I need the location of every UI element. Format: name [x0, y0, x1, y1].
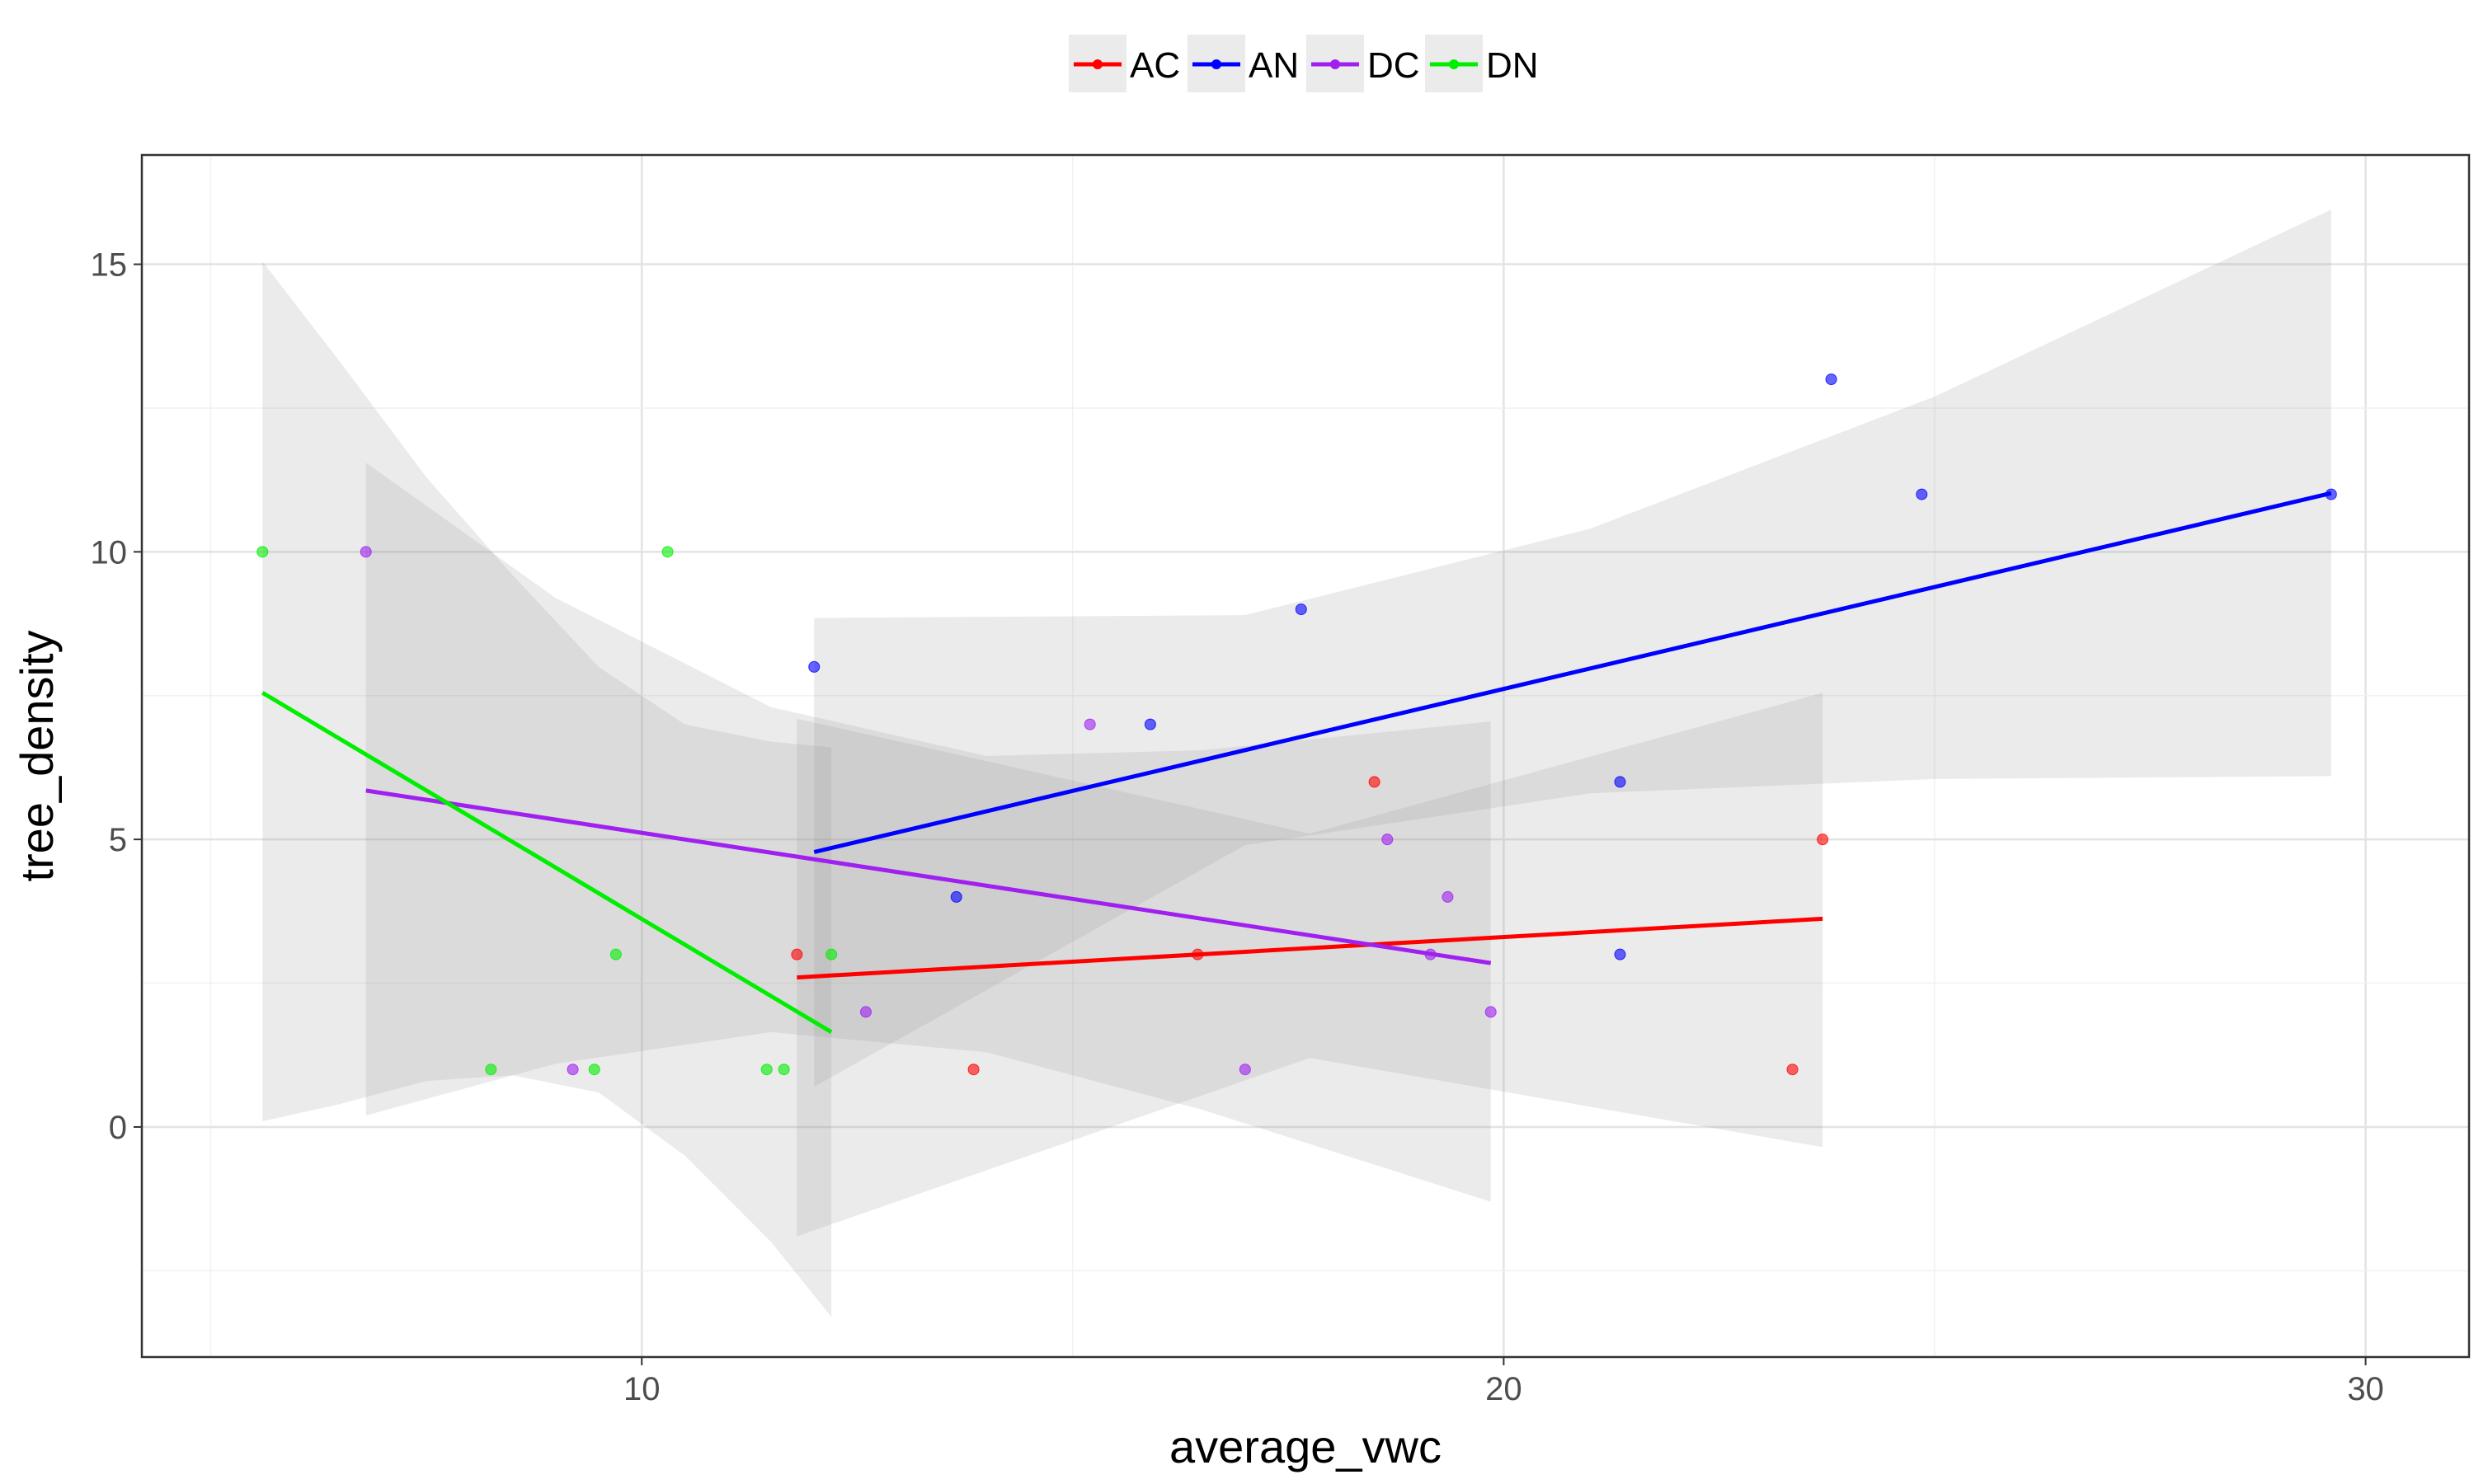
- data-point-dn: [588, 1064, 600, 1076]
- data-point-dc: [1381, 834, 1394, 846]
- data-point-ac: [967, 1064, 980, 1076]
- x-tick-label: 20: [1485, 1371, 1522, 1407]
- legend-item-dn: DN: [1425, 35, 1539, 92]
- data-point-ac: [1786, 1064, 1799, 1076]
- data-point-an: [1144, 718, 1156, 730]
- data-point-dn: [256, 546, 269, 558]
- panel-border: [140, 153, 2471, 1359]
- data-point-dn: [760, 1064, 773, 1076]
- confidence-band-dc: [365, 463, 1491, 1202]
- legend-label: DN: [1486, 45, 1539, 86]
- legend-label: AC: [1130, 45, 1180, 86]
- legend-item-ac: AC: [1069, 35, 1180, 92]
- y-tick-label: 5: [109, 822, 127, 858]
- data-point-dn: [661, 546, 674, 558]
- legend-item-an: AN: [1188, 35, 1299, 92]
- data-point-dn: [609, 948, 622, 960]
- x-tick-label: 30: [2347, 1371, 2384, 1407]
- fit-line-dn: [261, 691, 833, 1034]
- data-point-dn: [825, 948, 838, 960]
- data-point-an: [1614, 776, 1626, 788]
- confidence-band-an: [814, 209, 2331, 1087]
- data-point-dc: [567, 1064, 579, 1076]
- data-point-dn: [485, 1064, 497, 1076]
- fit-line-dc: [365, 788, 1492, 965]
- data-point-ac: [1368, 776, 1380, 788]
- data-point-dc: [1442, 890, 1454, 903]
- x-axis: 10 20 30: [623, 1357, 2384, 1407]
- fit-lines: [261, 491, 2332, 1034]
- fit-line-an: [813, 491, 2332, 854]
- data-points: [256, 373, 2337, 1076]
- data-point-dc: [1239, 1064, 1251, 1076]
- legend-label: AN: [1249, 45, 1299, 86]
- legend-key-point: [1093, 59, 1103, 69]
- legend-key-point: [1211, 59, 1221, 69]
- confidence-band-dn: [262, 261, 832, 1317]
- data-point-an: [1295, 603, 1307, 616]
- y-tick-label: 10: [91, 534, 128, 571]
- y-axis-title: tree_density: [11, 630, 63, 881]
- data-point-ac: [791, 948, 803, 960]
- data-point-dc: [1484, 1006, 1497, 1018]
- legend-label: DC: [1367, 45, 1420, 86]
- data-point-dc: [859, 1006, 872, 1018]
- data-point-dn: [778, 1064, 790, 1076]
- plot-area: [140, 153, 2471, 1359]
- x-tick-label: 10: [623, 1371, 661, 1407]
- panel-background: [142, 155, 2469, 1357]
- data-point-ac: [1817, 834, 1829, 846]
- legend: AC AN DC DN: [1069, 35, 1539, 92]
- fit-line-ac: [797, 916, 1823, 980]
- data-point-an: [1614, 948, 1626, 960]
- confidence-band-ac: [797, 693, 1823, 1237]
- data-point-an: [1825, 373, 1837, 386]
- y-tick-label: 0: [109, 1110, 127, 1146]
- data-point-an: [950, 890, 962, 903]
- y-axis: 0 5 10 15: [91, 247, 142, 1146]
- legend-key-point: [1449, 59, 1459, 69]
- confidence-bands: [262, 209, 2331, 1317]
- data-point-an: [808, 660, 821, 673]
- legend-key-point: [1330, 59, 1340, 69]
- legend-item-dc: DC: [1306, 35, 1420, 92]
- data-point-dc: [1084, 718, 1096, 730]
- y-tick-label: 15: [91, 247, 128, 284]
- grid-lines: [142, 155, 2469, 1357]
- x-axis-title: average_vwc: [1169, 1421, 1442, 1472]
- data-point-dc: [360, 546, 372, 558]
- data-point-an: [1916, 488, 1928, 500]
